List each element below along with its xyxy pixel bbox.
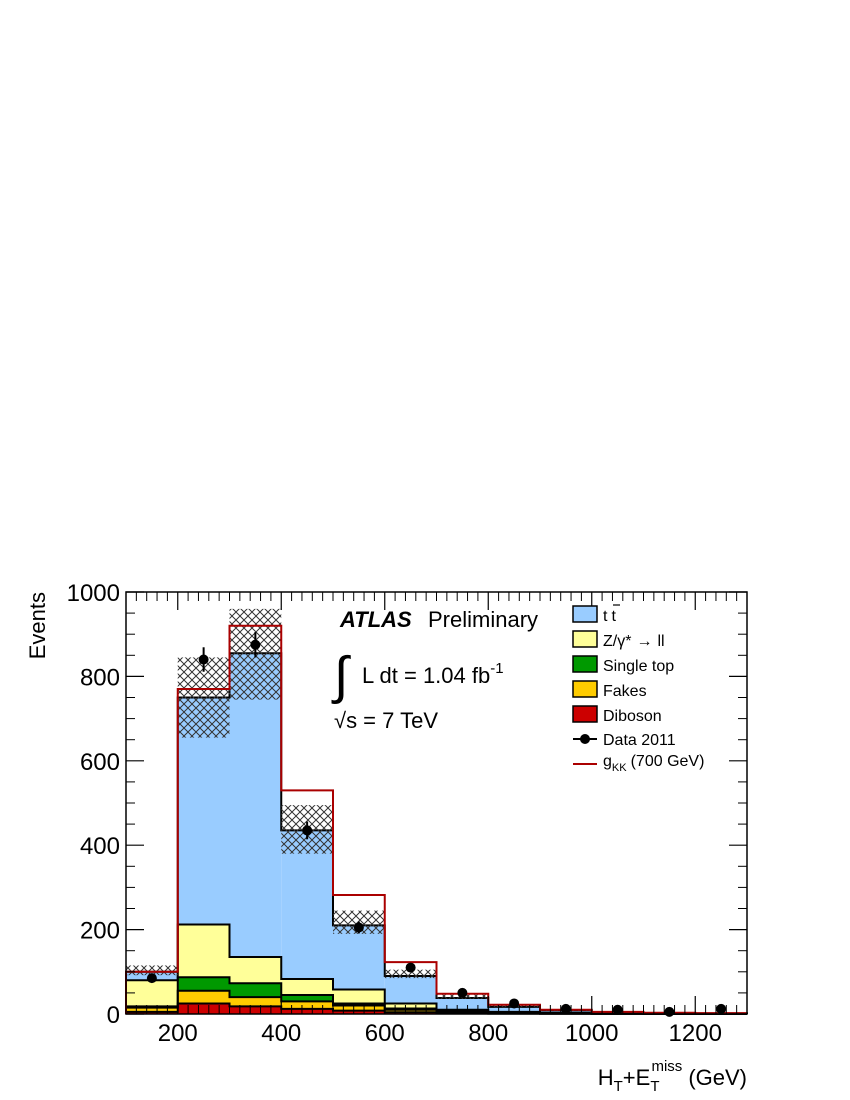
x-axis-label-plus: +E	[623, 1065, 651, 1090]
bar-4-2	[229, 653, 282, 958]
bar-1-3	[281, 1001, 333, 1009]
legend-data-marker	[580, 734, 590, 744]
data-points	[146, 632, 727, 1017]
legend-swatch-zgamma	[572, 630, 598, 648]
data-point-2	[250, 639, 261, 650]
legend-label-fakes: Fakes	[603, 683, 647, 700]
x-tick-label: 400	[261, 1020, 301, 1047]
band-bin-0	[126, 965, 178, 976]
data-point-1	[198, 654, 209, 665]
legend-label-single-top: Single top	[603, 658, 674, 675]
legend-label-diboson: Diboson	[603, 708, 662, 725]
y-tick-label: 0	[107, 1002, 120, 1029]
x-tick-label: 1000	[565, 1020, 618, 1047]
energy-label: √s = 7 TeV	[334, 708, 438, 733]
bar-2-3	[281, 995, 333, 1002]
bar-1-5	[384, 1009, 437, 1013]
x-axis-label-sup2: miss	[651, 1058, 682, 1075]
bar-3-3	[281, 978, 333, 996]
x-tick-label: 1200	[669, 1020, 722, 1047]
y-tick-label: 1000	[67, 580, 120, 607]
lumi-text: L dt = 1.04 fb-1	[362, 660, 504, 688]
x-tick-label: 600	[365, 1020, 405, 1047]
legend-swatch-single-top	[572, 655, 598, 673]
bar-4-4	[333, 925, 385, 990]
bar-4-7	[488, 1006, 540, 1012]
y-tick-label: 800	[80, 664, 120, 691]
bar-2-4	[333, 1003, 385, 1006]
data-point-8	[560, 1003, 571, 1014]
bar-3-4	[333, 989, 385, 1004]
bar-2-2	[229, 983, 282, 998]
x-axis-label-sub1: T	[614, 1078, 623, 1095]
y-tick-label: 400	[80, 833, 120, 860]
data-point-11	[716, 1003, 727, 1014]
bar-1-1	[177, 990, 230, 1004]
y-tick-label: 200	[80, 918, 120, 945]
bar-3-1	[177, 924, 230, 978]
bar-1-4	[333, 1005, 385, 1011]
x-tick-label: 200	[158, 1020, 198, 1047]
bar-4-5	[384, 976, 437, 1004]
bar-0-4	[333, 1010, 385, 1014]
bar-2-1	[177, 977, 230, 991]
preliminary-label: Preliminary	[428, 607, 538, 632]
lumi-sup: -1	[490, 660, 503, 677]
x-axis-label-main: H	[598, 1065, 614, 1090]
bar-4-3	[281, 830, 333, 979]
data-point-5	[405, 962, 416, 973]
lumi-integral: ∫	[331, 647, 351, 705]
y-tick-label: 600	[80, 749, 120, 776]
x-axis-label-sub2: T	[650, 1078, 659, 1095]
bar-4-6	[436, 997, 489, 1010]
bar-3-5	[384, 1003, 437, 1009]
legend-swatch-fakes	[572, 680, 598, 698]
y-axis-label: Events	[25, 592, 50, 659]
x-axis-label-unit: (GeV)	[688, 1065, 747, 1090]
data-point-0	[146, 973, 157, 984]
bar-0-2	[229, 1006, 282, 1014]
legend-swatch-diboson	[572, 705, 598, 723]
legend-label-zgamma: Z/γ* → ll	[603, 633, 665, 650]
data-point-4	[353, 922, 364, 933]
band-bin-5	[384, 969, 437, 979]
bar-0-3	[281, 1008, 333, 1014]
axis-ticks: 200 400 600 800 1000 1200 0 200 400 600 800 1000	[67, 580, 748, 1047]
bar-3-2	[229, 957, 282, 984]
bar-1-2	[229, 997, 282, 1007]
x-tick-label: 800	[468, 1020, 508, 1047]
data-point-10	[664, 1006, 675, 1017]
uncertainty-band	[126, 608, 747, 1014]
x-axis-label: HT+ETmiss (GeV)	[598, 1058, 747, 1095]
legend-swatch-ttbar	[572, 605, 598, 623]
data-point-7	[509, 998, 520, 1009]
legend-label-data: Data 2011	[603, 732, 676, 749]
data-point-3	[302, 825, 313, 836]
atlas-label: ATLAS	[339, 607, 412, 632]
bar-0-0	[126, 1011, 178, 1014]
data-point-6	[457, 987, 468, 998]
bar-1-0	[126, 1007, 178, 1012]
legend-label-signal: gKK (700 GeV)	[603, 753, 704, 774]
bar-0-1	[177, 1003, 230, 1014]
data-point-9	[612, 1004, 623, 1015]
